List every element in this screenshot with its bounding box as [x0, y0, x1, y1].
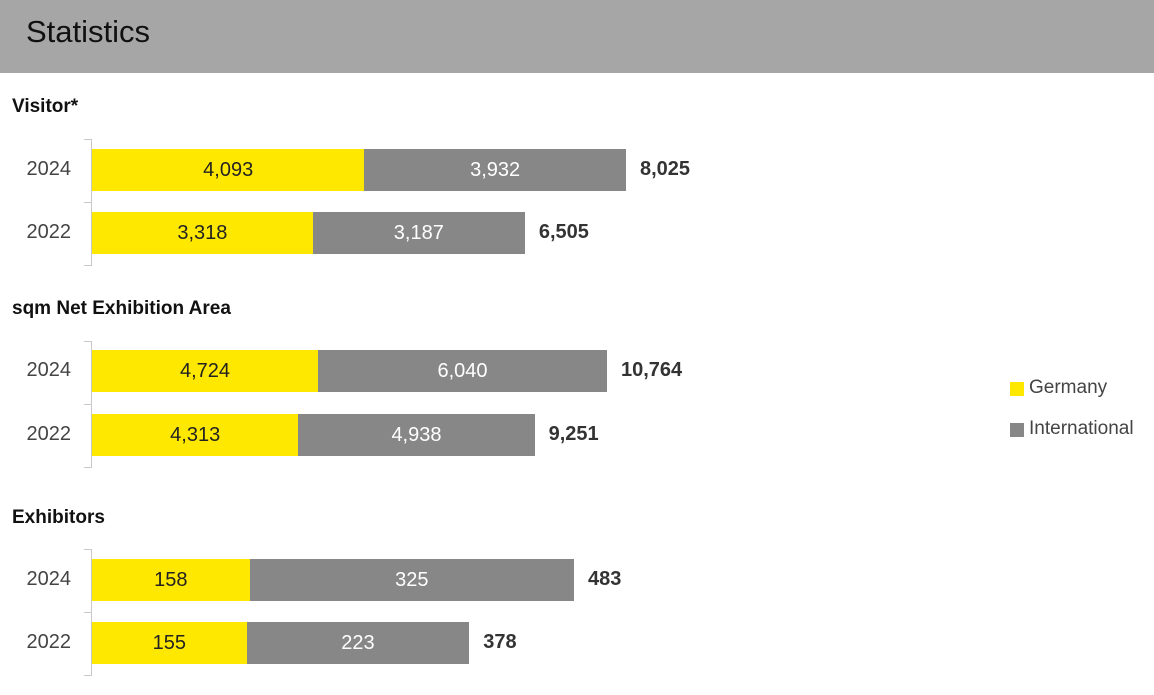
category-label: 2024	[26, 359, 72, 381]
bar-international-2022: 4,938	[298, 414, 535, 456]
bar-international-2022: 3,187	[312, 212, 525, 254]
category-label: 2024	[26, 158, 72, 180]
total-label-2024: 483	[588, 568, 622, 590]
total-label-2024: 10,764	[621, 359, 683, 381]
axis-tick	[84, 549, 92, 550]
chart-title: sqm Net Exhibition Area	[12, 298, 231, 319]
category-label: 2022	[26, 631, 72, 653]
total-label-2022: 378	[483, 631, 517, 653]
bar-germany-2024: 4,724	[92, 350, 319, 392]
header-bar: Statistics	[0, 0, 1154, 73]
axis-tick	[84, 612, 92, 613]
page-title: Statistics	[26, 14, 151, 49]
category-label: 2024	[26, 568, 72, 590]
legend-label-international: International	[1029, 418, 1134, 439]
category-label: 2022	[26, 221, 72, 243]
bar-germany-2022: 3,318	[92, 212, 313, 254]
bar-germany-2024: 158	[92, 559, 250, 601]
bar-international-2024: 6,040	[318, 350, 607, 392]
bar-international-2022: 223	[246, 622, 470, 664]
chart-title: Visitor*	[12, 96, 79, 117]
legend-swatch-international	[1010, 423, 1024, 437]
total-label-2022: 6,505	[538, 221, 589, 243]
category-label: 2022	[26, 423, 72, 445]
total-label-2024: 8,025	[640, 158, 691, 180]
bar-germany-2022: 4,313	[92, 414, 299, 456]
bar-germany-2022: 155	[92, 622, 247, 664]
axis-tick	[84, 341, 92, 342]
axis-tick	[84, 202, 92, 203]
axis-tick	[84, 404, 92, 405]
axis-tick	[84, 675, 92, 676]
legend-label-germany: Germany	[1029, 377, 1108, 398]
legend-swatch-germany	[1010, 382, 1024, 396]
axis-tick	[84, 265, 92, 266]
bar-international-2024: 325	[249, 559, 574, 601]
chart-title: Exhibitors	[12, 507, 105, 528]
axis-tick	[84, 467, 92, 468]
total-label-2022: 9,251	[548, 423, 599, 445]
bar-international-2024: 3,932	[364, 149, 626, 191]
bar-germany-2024: 4,093	[92, 149, 365, 191]
axis-tick	[84, 139, 92, 140]
